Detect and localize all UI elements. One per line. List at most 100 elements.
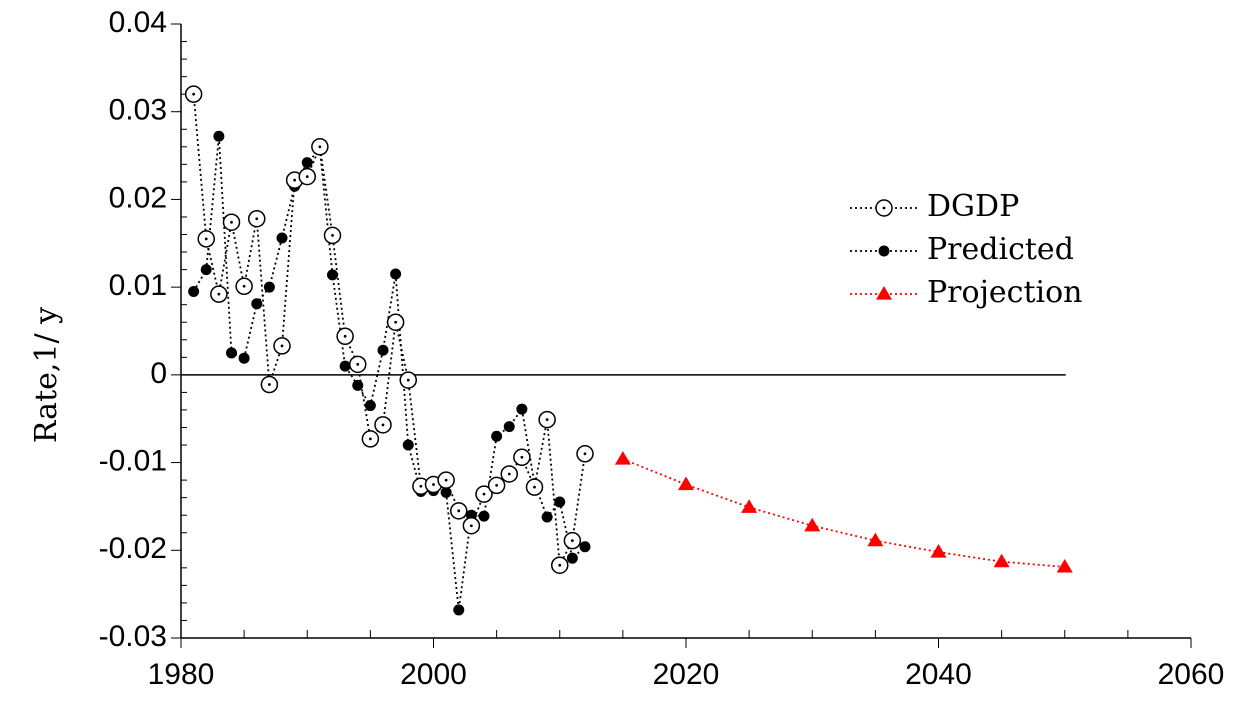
marker-dot [343,334,347,338]
marker-dot [331,233,334,237]
series-group [184,85,1073,616]
x-tick-label: 2000 [400,658,467,691]
legend-entry: DGDP [850,189,1019,224]
data-point [184,85,203,103]
x-tick-label: 1980 [148,658,215,691]
series-line [622,458,1065,568]
data-point [273,337,291,355]
y-tick-label: 0.01 [109,269,167,302]
data-point [248,209,266,228]
data-point [576,445,594,463]
legend-label: Projection [927,275,1082,310]
data-point [440,486,452,498]
marker-dot [419,484,423,488]
data-point [741,499,758,513]
data-point [538,410,556,429]
data-point [1056,558,1073,573]
marker-dot [882,206,886,210]
data-point [390,268,402,280]
marker-dot [583,452,587,456]
series-dgdp [184,85,594,574]
data-point [238,352,250,364]
data-point [487,476,506,495]
data-point [374,416,392,434]
data-point [226,347,237,359]
data-point [462,516,481,535]
marker-dot [495,483,499,487]
data-point [563,531,582,550]
legend-entry: Predicted [850,232,1074,267]
data-point [298,167,316,186]
data-point [399,371,417,389]
data-point [251,298,263,310]
legend: DGDP Predicted Projection [850,189,1082,310]
data-point [804,517,821,532]
data-point [364,400,376,412]
x-tick-label: 2020 [653,658,720,691]
marker-dot [356,362,360,366]
data-point [503,421,515,433]
series-projection [614,451,1073,573]
data-point [437,471,455,489]
data-point [993,553,1010,568]
data-point [235,277,253,296]
marker-dot [432,483,435,486]
y-tick-label: 0.04 [109,6,167,39]
data-point [311,138,329,156]
data-point [210,285,228,303]
data-point [541,511,553,523]
data-point [197,230,215,248]
marker-dot [267,383,271,386]
y-tick-label: 0 [150,357,167,390]
marker-dot [570,539,574,543]
data-point [491,430,503,442]
legend-marker [875,199,893,217]
data-point [513,448,531,467]
data-point [554,496,566,508]
data-point [301,157,313,169]
marker-dot [192,92,196,96]
data-point [453,604,465,616]
axes [171,23,1192,648]
data-point [188,286,200,298]
data-point [500,465,518,483]
data-point [450,502,468,520]
data-point [222,213,241,231]
marker-dot [305,175,309,179]
marker-dot [280,344,284,348]
marker-dot [482,492,486,496]
data-point [200,264,212,276]
data-point [516,403,528,415]
marker-dot [242,284,246,288]
marker-dot [469,524,473,528]
marker-dot [381,423,385,427]
y-tick-label: -0.02 [99,532,167,565]
data-point [263,281,275,293]
marker-dot [406,378,410,382]
data-point [930,544,947,558]
y-tick-label: 0.02 [109,181,167,214]
data-point [213,130,225,142]
data-point [323,226,342,245]
data-point [327,269,338,281]
data-point [614,451,631,465]
marker-dot [507,472,511,476]
marker-dot [520,455,524,459]
data-point [402,439,414,451]
marker-dot [545,418,549,421]
data-point [478,510,490,522]
data-point [475,485,493,503]
tick-labels: -0.03 -0.02 -0.01 0 0.01 0.02 0.03 0.04 1980 2000… [99,6,1225,691]
data-point [349,355,367,374]
marker-dot [533,485,536,489]
legend-marker [878,245,890,257]
marker-dot [204,237,208,241]
series-line [192,94,586,569]
legend-entry: Projection [850,275,1082,310]
marker-dot [217,292,221,296]
data-point [260,375,279,394]
y-axis-label: Rate,1/ y [29,307,64,443]
legend-label: DGDP [927,189,1019,224]
